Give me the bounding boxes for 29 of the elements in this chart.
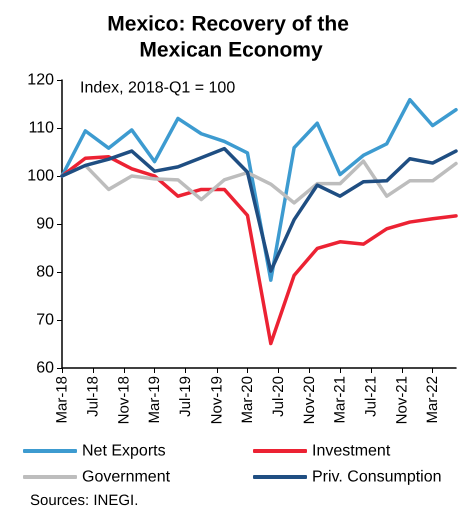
x-tick-label: Nov-19 xyxy=(208,376,226,424)
legend-label: Investment xyxy=(312,442,391,460)
y-tick-label: 70 xyxy=(36,312,54,328)
x-tick-label: Mar-19 xyxy=(146,376,164,424)
annotation: Index, 2018-Q1 = 100 xyxy=(80,80,236,96)
y-tick-label: 80 xyxy=(36,264,54,280)
x-tick-label: Mar-20 xyxy=(238,376,256,424)
x-tick-label: Jul-21 xyxy=(362,376,380,417)
x-tick-label: Nov-20 xyxy=(301,376,318,424)
line-series xyxy=(60,146,458,273)
x-tick-label: Nov-21 xyxy=(394,376,411,424)
y-tick-label: 100 xyxy=(27,168,54,184)
chart-title: Mexico: Recovery of the Mexican Economy xyxy=(107,12,355,62)
line-series xyxy=(60,155,458,346)
source-note: Sources: INEGI. xyxy=(30,492,138,509)
y-tick-label: 60 xyxy=(36,360,54,376)
x-tick-label: Mar-18 xyxy=(54,376,70,424)
x-tick-label: Nov-18 xyxy=(116,376,133,424)
legend-label: Priv. Consumption xyxy=(312,468,442,486)
x-tick-label: Jul-19 xyxy=(177,376,194,417)
y-tick-label: 110 xyxy=(28,120,54,136)
legend-label: Government xyxy=(82,468,171,486)
y-tick-label: 90 xyxy=(36,216,54,232)
x-tick-label: Jul-20 xyxy=(270,376,287,417)
x-tick-label: Mar-22 xyxy=(424,376,442,424)
y-tick-label: 120 xyxy=(27,72,54,88)
x-tick-label: Mar-21 xyxy=(332,376,349,424)
legend-label: Net Exports xyxy=(82,442,166,460)
x-tick-label: Jul-18 xyxy=(84,376,102,417)
